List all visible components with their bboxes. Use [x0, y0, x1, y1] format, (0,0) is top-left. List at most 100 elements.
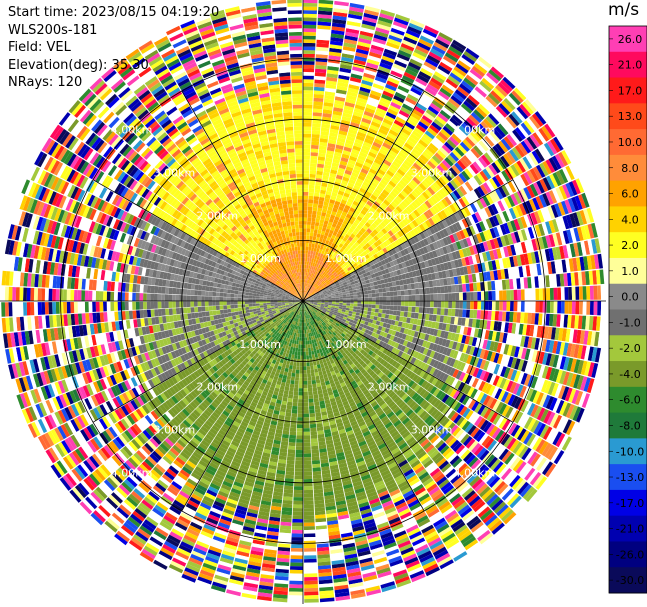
velocity-cell: [373, 316, 378, 321]
velocity-cell: [376, 245, 383, 252]
velocity-cell: [303, 170, 310, 174]
velocity-cell: [558, 260, 564, 273]
velocity-cell: [437, 301, 442, 308]
velocity-cell: [467, 94, 480, 106]
velocity-cell: [307, 287, 310, 292]
velocity-cell: [419, 231, 426, 240]
velocity-cell: [312, 282, 316, 287]
velocity-cell: [361, 269, 366, 275]
velocity-cell: [438, 392, 447, 401]
velocity-cell: [356, 336, 361, 342]
velocity-cell: [339, 67, 352, 74]
velocity-cell: [590, 331, 596, 346]
velocity-cell: [323, 307, 328, 310]
velocity-cell: [329, 318, 334, 323]
velocity-cell: [456, 187, 465, 198]
velocity-cell: [304, 333, 307, 338]
velocity-cell: [323, 291, 328, 295]
velocity-cell: [304, 264, 307, 269]
velocity-cell: [558, 216, 567, 231]
velocity-cell: [338, 164, 347, 170]
velocity-cell: [495, 401, 504, 413]
velocity-cell: [333, 244, 339, 249]
velocity-cell: [352, 277, 358, 282]
velocity-cell: [435, 222, 442, 232]
velocity-cell: [406, 253, 412, 261]
velocity-cell: [375, 155, 385, 163]
velocity-cell: [393, 253, 400, 260]
velocity-cell: [503, 355, 511, 367]
velocity-cell: [376, 251, 382, 258]
velocity-cell: [489, 250, 495, 261]
velocity-cell: [495, 84, 508, 97]
velocity-cell: [370, 311, 375, 316]
velocity-cell: [391, 24, 407, 33]
velocity-cell: [412, 227, 420, 236]
velocity-cell: [465, 97, 478, 109]
velocity-cell: [320, 230, 326, 236]
velocity-cell: [364, 268, 370, 273]
velocity-cell: [453, 66, 467, 77]
velocity-cell: [382, 118, 393, 126]
velocity-cell: [422, 165, 431, 175]
velocity-cell: [388, 345, 394, 352]
velocity-cell: [306, 261, 310, 266]
velocity-cell: [327, 305, 332, 307]
velocity-cell: [315, 181, 322, 186]
velocity-cell: [325, 312, 329, 316]
velocity-cell: [313, 303, 318, 305]
velocity-cell: [303, 181, 309, 185]
velocity-cell: [318, 256, 322, 262]
velocity-cell: [387, 213, 395, 221]
velocity-cell: [529, 472, 542, 486]
velocity-cell: [549, 353, 556, 367]
velocity-cell: [317, 264, 321, 269]
velocity-cell: [372, 191, 380, 198]
velocity-cell: [375, 297, 380, 301]
velocity-cell: [321, 182, 328, 188]
velocity-cell: [385, 245, 391, 252]
velocity-cell: [306, 264, 309, 269]
velocity-cell: [474, 62, 488, 75]
velocity-cell: [320, 215, 326, 221]
velocity-cell: [448, 269, 454, 278]
velocity-cell: [368, 278, 374, 283]
velocity-cell: [331, 192, 338, 198]
velocity-cell: [505, 279, 510, 290]
velocity-cell: [346, 352, 352, 358]
velocity-cell: [510, 301, 514, 312]
velocity-cell: [313, 229, 318, 234]
velocity-cell: [458, 418, 468, 429]
velocity-cell: [428, 142, 439, 152]
velocity-cell: [463, 206, 472, 217]
velocity-cell: [384, 232, 391, 239]
velocity-cell: [338, 290, 343, 294]
velocity-cell: [303, 31, 316, 36]
velocity-cell: [348, 310, 353, 314]
velocity-cell: [303, 359, 307, 363]
velocity-cell: [326, 73, 338, 79]
velocity-cell: [307, 340, 310, 345]
velocity-cell: [347, 236, 354, 242]
velocity-cell: [360, 83, 372, 90]
velocity-cell: [424, 444, 435, 454]
velocity-cell: [358, 128, 368, 135]
velocity-cell: [482, 230, 490, 241]
velocity-cell: [343, 354, 349, 360]
velocity-cell: [376, 217, 383, 224]
velocity-cell: [373, 247, 379, 254]
velocity-cell: [361, 79, 373, 87]
velocity-cell: [419, 96, 431, 106]
velocity-cell: [384, 115, 395, 123]
velocity-cell: [379, 265, 385, 271]
velocity-cell: [322, 326, 326, 331]
velocity-cell: [438, 32, 453, 43]
velocity-cell: [350, 281, 355, 286]
velocity-cell: [382, 274, 388, 279]
velocity-cell: [329, 311, 334, 315]
velocity-cell: [355, 48, 369, 55]
velocity-cell: [405, 184, 414, 193]
velocity-cell: [304, 290, 307, 295]
velocity-cell: [471, 401, 480, 412]
velocity-cell: [484, 330, 490, 340]
